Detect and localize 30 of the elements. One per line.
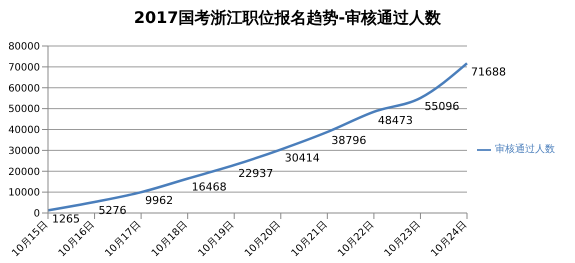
chart-title: 2017国考浙江职位报名趋势-审核通过人数 — [132, 8, 442, 29]
x-tick-label: 10月22日 — [336, 219, 376, 260]
x-tick-label: 10月15日 — [10, 219, 50, 260]
data-label: 9962 — [145, 194, 174, 208]
y-tick-label: 10000 — [8, 188, 40, 199]
x-tick-label: 10月19日 — [196, 219, 236, 260]
data-label: 5276 — [98, 204, 127, 217]
x-tick-label: 10月23日 — [382, 219, 423, 260]
data-label: 30414 — [284, 152, 320, 165]
data-label: 1265 — [52, 212, 80, 226]
data-label: 55096 — [424, 100, 460, 113]
data-label: 48473 — [378, 114, 413, 127]
data-label: 38796 — [331, 134, 366, 148]
y-tick-label: 60000 — [8, 83, 40, 94]
y-tick-label: 30000 — [8, 146, 40, 157]
legend-label: 审核通过人数 — [495, 144, 555, 156]
y-tick-label: 50000 — [8, 104, 40, 116]
data-label: 71688 — [471, 65, 506, 78]
data-label: 16468 — [192, 180, 227, 194]
y-tick-label: 80000 — [8, 42, 40, 53]
x-tick-label: 10月18日 — [150, 219, 190, 260]
y-tick-label: 70000 — [8, 62, 40, 74]
data-label: 22937 — [238, 167, 274, 180]
x-tick-label: 10月20日 — [242, 219, 283, 260]
x-tick-label: 10月24日 — [429, 219, 470, 260]
y-tick-label: 20000 — [8, 166, 40, 178]
y-tick-label: 40000 — [8, 125, 40, 136]
x-tick-label: 10月21日 — [290, 219, 330, 260]
x-tick-label: 10月17日 — [103, 219, 144, 260]
y-tick-label: 0 — [34, 208, 40, 220]
